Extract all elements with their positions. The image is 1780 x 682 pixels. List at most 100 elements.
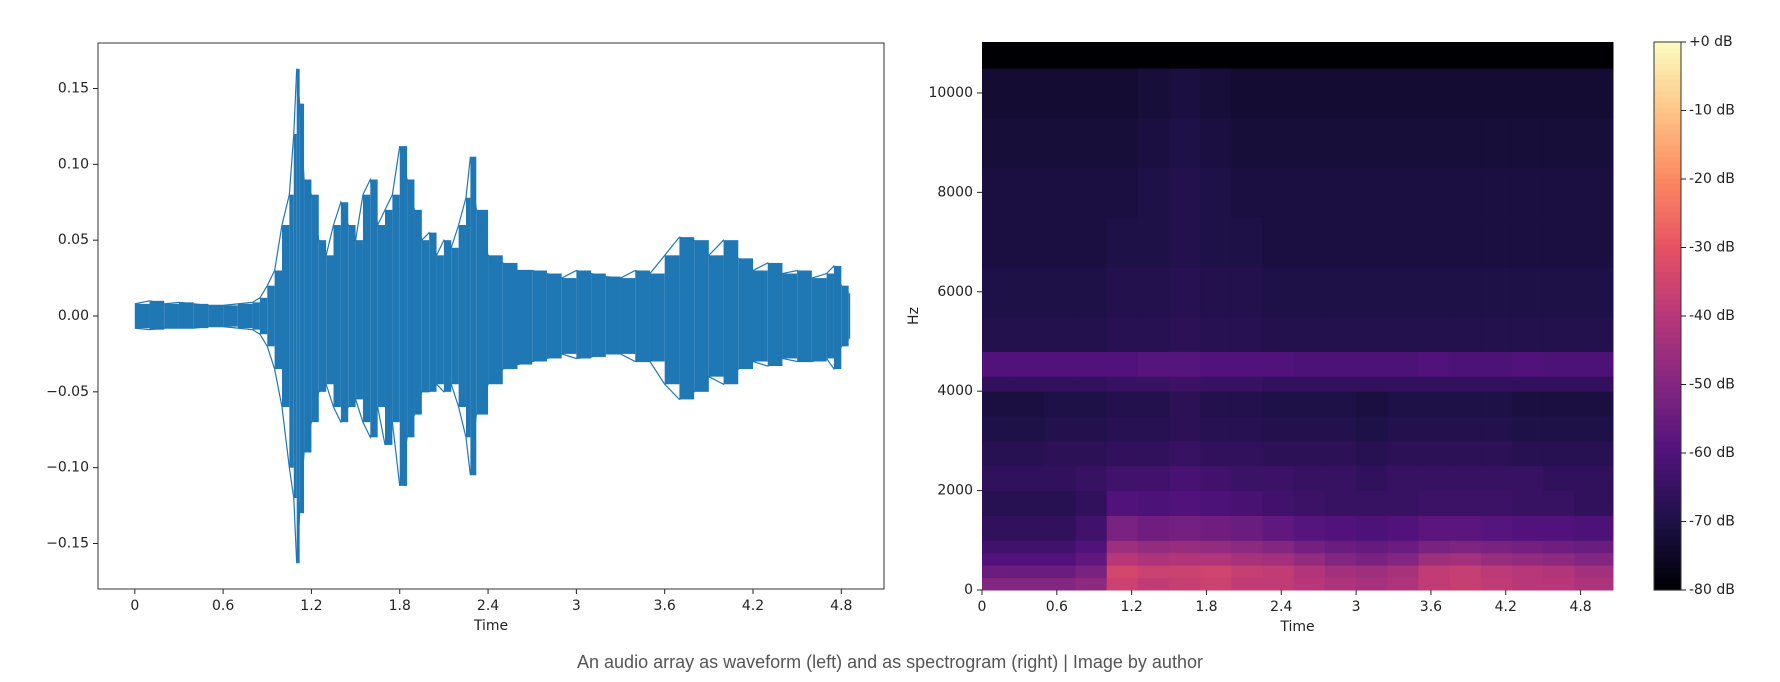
colorbar-tick-label: -30 dB (1689, 240, 1735, 256)
waveform-band (385, 209, 393, 445)
heatmap-cell (1449, 416, 1482, 442)
heatmap-cell (1013, 465, 1045, 492)
heatmap-cell (1293, 68, 1326, 119)
heatmap-cell (1044, 465, 1077, 492)
heatmap-cell (1324, 565, 1357, 579)
heatmap-cell (1137, 167, 1170, 218)
y-tick-label: −0.10 (46, 460, 89, 476)
heatmap-cell (1169, 42, 1201, 69)
waveform-band (421, 240, 430, 392)
colorbar-strip (1654, 326, 1681, 334)
heatmap-cell (1511, 465, 1544, 492)
heatmap-cell (1418, 391, 1451, 417)
colorbar-strip (1654, 233, 1681, 240)
heatmap-cell (1075, 577, 1108, 591)
heatmap-cell (1293, 117, 1326, 169)
heatmap-cell (1293, 42, 1326, 69)
heatmap-cell (1324, 217, 1357, 268)
colorbar-strip (1654, 189, 1681, 197)
y-tick-label: 0.15 (58, 81, 89, 97)
waveform-band (429, 232, 437, 392)
colorbar-strip (1654, 370, 1681, 377)
waveform-band (833, 265, 842, 370)
waveform-band (267, 285, 275, 347)
heatmap-cell (1262, 167, 1295, 218)
heatmap-cell (1480, 68, 1513, 119)
x-tick-label: 1.8 (389, 598, 411, 614)
heatmap-cell (982, 565, 1014, 579)
waveform-band (326, 255, 334, 385)
heatmap-cell (1106, 351, 1139, 377)
heatmap-cell (1106, 465, 1139, 492)
heatmap-cell (1293, 490, 1326, 516)
heatmap-cell (1044, 490, 1077, 516)
waveform-band (488, 255, 503, 385)
heatmap-cell (1137, 515, 1170, 541)
heatmap-cell (1044, 577, 1077, 591)
heatmap-cell (1418, 465, 1451, 492)
heatmap-cell (1574, 391, 1614, 417)
heatmap-cell (1574, 552, 1614, 566)
y-tick-label: 2000 (937, 483, 973, 499)
x-tick-label: 4.8 (830, 598, 852, 614)
heatmap-cell (1356, 376, 1388, 392)
heatmap-cell (1480, 266, 1513, 318)
colorbar-strip (1654, 211, 1681, 218)
heatmap-cell (1013, 515, 1045, 541)
heatmap-cell (1356, 316, 1388, 352)
heatmap-cell (1324, 540, 1357, 554)
heatmap-cell (1418, 552, 1451, 566)
heatmap-cell (1044, 316, 1077, 352)
colorbar-strip (1654, 491, 1681, 498)
heatmap-cell (1324, 316, 1357, 352)
heatmap-cell (1013, 391, 1045, 417)
colorbar-strip (1654, 52, 1681, 60)
heatmap-cell (1511, 577, 1544, 591)
heatmap-cell (1044, 351, 1077, 377)
waveform-band (149, 300, 165, 330)
heatmap-cell (1387, 440, 1419, 467)
heatmap-cell (1293, 465, 1326, 492)
heatmap-cell (1511, 316, 1544, 352)
heatmap-cell (1137, 552, 1170, 566)
heatmap-cell (1449, 117, 1482, 169)
heatmap-cell (1574, 490, 1614, 516)
heatmap-cell (1418, 266, 1451, 318)
colorbar-strip (1654, 420, 1681, 427)
colorbar-strip (1654, 365, 1681, 372)
colorbar-strip (1654, 272, 1681, 279)
waveform-band (532, 270, 547, 362)
heatmap-cell (1200, 490, 1232, 516)
heatmap-cell (1137, 577, 1170, 591)
colorbar-strip (1654, 47, 1681, 54)
heatmap-cell (1293, 316, 1326, 352)
x-tick-label: 3.6 (654, 598, 676, 614)
y-tick-label: 6000 (937, 284, 973, 300)
heatmap-cell (1044, 391, 1077, 417)
heatmap-cell (1356, 465, 1388, 492)
heatmap-cell (1387, 515, 1419, 541)
heatmap-cell (1200, 42, 1232, 69)
heatmap-cell (1262, 465, 1295, 492)
colorbar-strip (1654, 502, 1681, 509)
heatmap-cell (1418, 42, 1451, 69)
heatmap-cell (982, 552, 1014, 566)
heatmap-cell (1075, 316, 1108, 352)
heatmap-cell (1574, 167, 1614, 218)
heatmap-cell (982, 540, 1014, 554)
heatmap-cell (1387, 416, 1419, 442)
heatmap-cell (1200, 167, 1232, 218)
x-tick-label: 1.2 (300, 598, 322, 614)
colorbar-strip (1654, 458, 1681, 465)
y-tick-label: 10000 (928, 85, 973, 101)
colorbar-strip (1654, 113, 1681, 120)
colorbar-strip (1654, 398, 1681, 405)
colorbar-strip (1654, 69, 1681, 76)
heatmap-cell (1200, 540, 1232, 554)
heatmap-cell (1200, 440, 1232, 467)
heatmap-cell (1231, 376, 1264, 392)
heatmap-cell (1231, 167, 1264, 218)
heatmap-cell (1137, 351, 1170, 377)
heatmap-cell (1480, 577, 1513, 591)
heatmap-cell (1231, 490, 1264, 516)
